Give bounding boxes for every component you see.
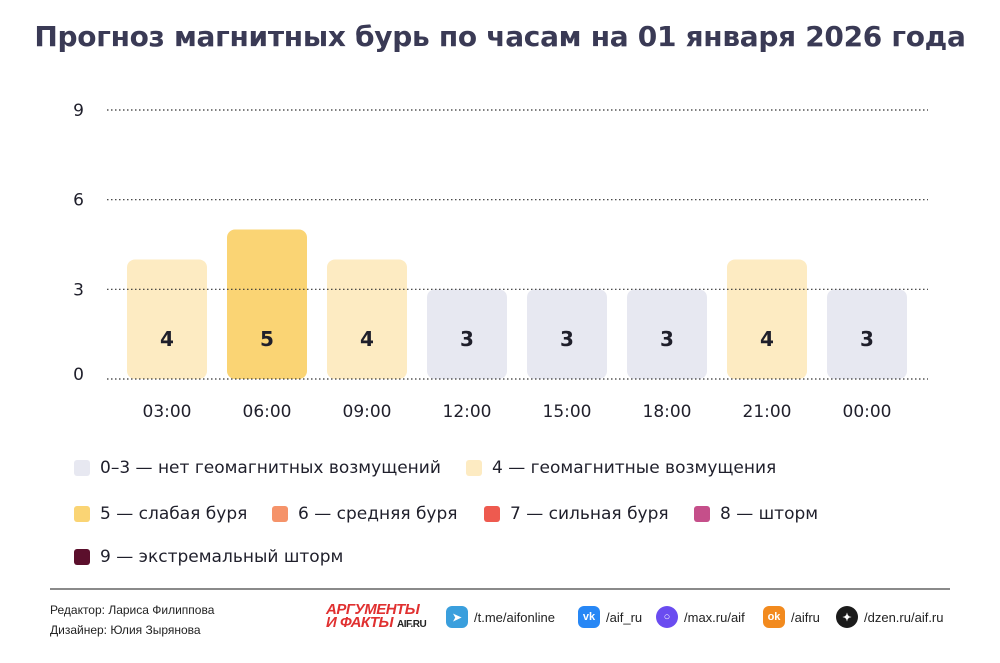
legend-swatch [74, 549, 90, 565]
legend-label: 5 — слабая буря [100, 504, 248, 524]
x-tick-label: 21:00 [743, 402, 792, 422]
social-vk[interactable]: vk /aif_ru [578, 606, 642, 628]
bar-value-label: 3 [460, 327, 474, 351]
vk-icon: vk [578, 606, 600, 628]
legend-swatch [694, 506, 710, 522]
y-tick-label: 0 [73, 365, 84, 385]
legend-label: 4 — геомагнитные возмущения [492, 458, 777, 478]
bar [427, 289, 507, 379]
x-tick-label: 03:00 [143, 402, 192, 422]
telegram-icon: ➤ [446, 606, 468, 628]
dzen-icon: ✦ [836, 606, 858, 628]
credits: Редактор: Лариса Филиппова Дизайнер: Юли… [50, 600, 214, 640]
legend-item-0-3: 0–3 — нет геомагнитных возмущений [74, 458, 441, 478]
logo-small: AIF.RU [397, 619, 427, 630]
bar [227, 229, 307, 379]
bar-chart: 0 3 6 9 4 03:00 5 06:00 4 09:00 3 12:00 3 15:00 3 18:00… [73, 101, 928, 422]
legend-item-4: 4 — геомагнитные возмущения [466, 458, 776, 478]
x-tick-label: 00:00 [843, 402, 892, 422]
legend-swatch [74, 460, 90, 476]
max-icon: ○ [656, 606, 678, 628]
social-max[interactable]: ○ /max.ru/aif [656, 606, 745, 628]
legend-item-8: 8 — шторм [694, 504, 818, 524]
bar-value-label: 3 [860, 327, 874, 351]
bar-value-label: 4 [760, 327, 774, 351]
social-dzen-text: /dzen.ru/aif.ru [864, 609, 944, 625]
bar-value-label: 4 [160, 327, 174, 351]
odnoklassniki-icon: ok [763, 606, 785, 628]
social-ok[interactable]: ok /aifru [763, 606, 820, 628]
bar [727, 259, 807, 379]
logo-line-1: АРГУМЕНТЫ [326, 601, 420, 618]
y-tick-label: 3 [73, 280, 84, 300]
x-tick-label: 15:00 [543, 402, 592, 422]
bar-value-label: 5 [260, 327, 274, 351]
footer-divider [50, 588, 950, 590]
legend-swatch [272, 506, 288, 522]
legend-label: 8 — шторм [720, 504, 819, 524]
social-vk-text: /aif_ru [606, 609, 643, 625]
bar [627, 289, 707, 379]
bar [527, 289, 607, 379]
x-tick-label: 18:00 [643, 402, 692, 422]
social-max-text: /max.ru/aif [684, 609, 745, 625]
legend-item-6: 6 — средняя буря [272, 504, 458, 524]
legend-swatch [466, 460, 482, 476]
social-telegram-text: /t.me/aifonline [474, 609, 555, 625]
social-telegram[interactable]: ➤ /t.me/aifonline [446, 606, 555, 628]
designer-credit: Дизайнер: Юлия Зырянова [50, 623, 201, 637]
legend-swatch [74, 506, 90, 522]
logo-line-2-text: И ФАКТЫ [326, 614, 394, 631]
legend-label: 6 — средняя буря [298, 504, 458, 524]
aif-logo[interactable]: АРГУМЕНТЫ И ФАКТЫ AIF.RU [326, 601, 434, 633]
bar-value-label: 3 [660, 327, 674, 351]
logo-line-2: И ФАКТЫ AIF.RU [326, 614, 434, 631]
legend-item-5: 5 — слабая буря [74, 504, 247, 524]
legend-swatch [484, 506, 500, 522]
social-ok-text: /aifru [791, 609, 820, 625]
chart-title: Прогноз магнитных бурь по часам на 01 ян… [34, 20, 966, 53]
social-dzen[interactable]: ✦ /dzen.ru/aif.ru [836, 606, 944, 628]
bar [127, 259, 207, 379]
bar-value-label: 3 [560, 327, 574, 351]
bar-value-label: 4 [360, 327, 374, 351]
x-tick-label: 09:00 [343, 402, 392, 422]
legend-label: 9 — экстремальный шторм [100, 547, 344, 567]
y-tick-label: 6 [73, 191, 84, 211]
legend-label: 0–3 — нет геомагнитных возмущений [100, 458, 441, 478]
bar [327, 259, 407, 379]
x-tick-label: 12:00 [443, 402, 492, 422]
bar [827, 289, 907, 379]
legend-item-9: 9 — экстремальный шторм [74, 547, 343, 567]
x-tick-label: 06:00 [243, 402, 292, 422]
editor-credit: Редактор: Лариса Филиппова [50, 603, 215, 617]
legend-label: 7 — сильная буря [510, 504, 669, 524]
y-tick-label: 9 [73, 101, 84, 121]
legend-item-7: 7 — сильная буря [484, 504, 669, 524]
